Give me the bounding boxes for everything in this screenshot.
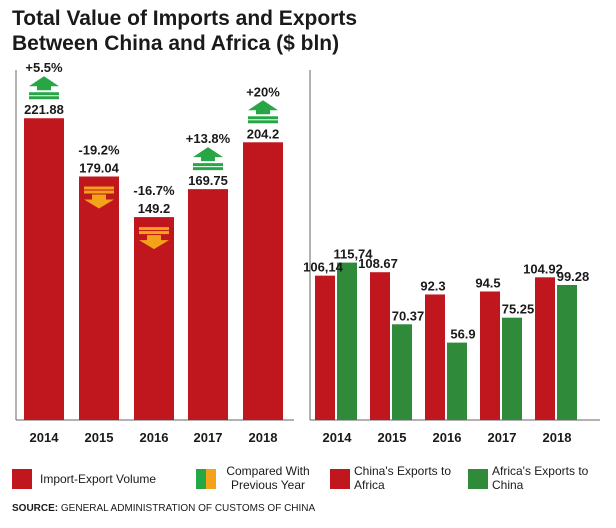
chart-title: Total Value of Imports and Exports Betwe… (12, 6, 572, 56)
x-tick-label-left-2018: 2018 (249, 430, 278, 445)
bar-volume-2018 (243, 142, 283, 420)
value-label-volume-2018: 204.2 (247, 126, 280, 141)
value-label-china-exports-2017: 94.5 (475, 275, 500, 290)
arrow-stripe (248, 120, 278, 124)
change-label-2015: -19.2% (78, 143, 120, 158)
arrow-down-icon (84, 186, 114, 209)
x-tick-label-left-2016: 2016 (140, 430, 169, 445)
bar-africa-exports-2015 (392, 324, 412, 420)
change-label-2018: +20% (246, 84, 280, 99)
arrow-stripe (139, 227, 169, 231)
arrow-stripe (193, 167, 223, 171)
value-label-volume-2016: 149.2 (138, 201, 171, 216)
x-tick-label-right-2015: 2015 (378, 430, 407, 445)
value-label-volume-2014: 221.88 (24, 102, 64, 117)
arrow-head (139, 235, 169, 250)
value-label-africa-exports-2018: 99.28 (557, 269, 590, 284)
x-tick-label-right-2017: 2017 (488, 430, 517, 445)
source-label: SOURCE: (12, 503, 59, 514)
arrow-up-icon (29, 76, 59, 100)
arrow-stripe (84, 186, 114, 190)
value-label-africa-exports-2015: 70.37 (392, 308, 425, 323)
value-label-china-exports-2016: 92.3 (420, 278, 445, 293)
source-text: GENERAL ADMINISTRATION OF CUSTOMS OF CHI… (60, 503, 316, 514)
x-tick-label-right-2016: 2016 (433, 430, 462, 445)
arrow-head (248, 100, 278, 115)
arrow-stripe (248, 116, 278, 120)
arrow-up-icon (248, 100, 278, 124)
x-tick-label-right-2014: 2014 (323, 430, 353, 445)
change-label-2014: +5.5% (25, 60, 63, 75)
x-tick-label-left-2015: 2015 (85, 430, 114, 445)
bar-africa-exports-2014 (337, 262, 357, 420)
arrow-head (84, 194, 114, 209)
legend-label-china-exports: China's Exports to Africa (354, 464, 452, 492)
chart-title-line-2: Between China and Africa ($ bln) (12, 32, 340, 55)
arrow-stripe (139, 231, 169, 235)
value-label-volume-2017: 169.75 (188, 173, 228, 188)
bar-volume-2014 (24, 118, 64, 421)
green-swatch-icon (468, 469, 488, 489)
x-tick-label-right-2018: 2018 (543, 430, 572, 445)
value-label-china-exports-2014: 106,14 (303, 260, 344, 275)
legend-label-africa-exports: Africa's Exports to China (492, 464, 589, 492)
value-label-volume-2015: 179.04 (79, 161, 120, 176)
arrow-stripe (29, 96, 59, 100)
value-label-china-exports-2018: 104.92 (523, 261, 563, 276)
bar-volume-2016 (134, 217, 174, 420)
change-label-2017: +13.8% (186, 131, 231, 146)
source-note: SOURCE: GENERAL ADMINISTRATION OF CUSTOM… (12, 503, 315, 514)
chart-title-line-1: Total Value of Imports and Exports (12, 7, 357, 30)
value-label-africa-exports-2016: 56.9 (450, 327, 475, 342)
legend-label-change: Compared With Previous Year (226, 464, 310, 492)
arrow-stripe (29, 92, 59, 96)
x-tick-label-left-2014: 2014 (30, 430, 60, 445)
legend-label-volume: Import-Export Volume (40, 472, 157, 486)
bar-africa-exports-2018 (557, 284, 577, 420)
arrow-down-icon (139, 227, 169, 250)
bar-china-exports-2018 (535, 277, 555, 420)
value-label-china-exports-2015: 108.67 (358, 256, 398, 271)
red-swatch-icon (330, 469, 350, 489)
x-tick-label-left-2017: 2017 (194, 430, 223, 445)
value-label-africa-exports-2017: 75.25 (502, 302, 535, 317)
change-label-2016: -16.7% (133, 183, 175, 198)
bar-china-exports-2016 (425, 294, 445, 420)
bar-china-exports-2015 (370, 272, 390, 420)
red-swatch-icon (12, 469, 32, 489)
arrow-up-icon (193, 147, 223, 171)
bar-volume-2017 (188, 189, 228, 420)
bar-volume-2015 (79, 176, 119, 420)
bar-africa-exports-2016 (447, 342, 467, 420)
arrow-head (193, 147, 223, 162)
value-label-africa-exports-2014: 115,74 (333, 247, 373, 262)
bar-china-exports-2014 (315, 275, 335, 420)
bar-africa-exports-2017 (502, 317, 522, 420)
arrow-head (29, 76, 59, 91)
green-orange-swatch-icon (196, 469, 216, 489)
arrow-stripe (84, 190, 114, 194)
bar-china-exports-2017 (480, 291, 500, 420)
arrow-stripe (193, 163, 223, 167)
